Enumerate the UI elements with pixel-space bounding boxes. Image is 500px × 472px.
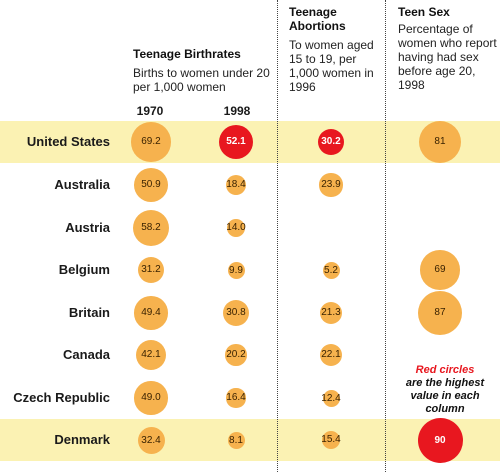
column-divider [385, 0, 386, 472]
max-value-bubble: 90 [417, 417, 463, 463]
value-bubble: 21.3 [320, 302, 342, 324]
birthrates-title: Teenage Birthrates [133, 47, 241, 61]
value-bubble: 81 [418, 120, 462, 164]
row-highlight [0, 419, 500, 461]
value-bubble: 49.4 [134, 296, 168, 330]
value-bubble: 8.1 [227, 431, 245, 449]
value-bubble: 69.2 [131, 122, 171, 162]
value-bubble: 31.2 [137, 256, 165, 284]
legend-note-red: Red circles [415, 364, 475, 376]
abortions-subtitle: To women aged 15 to 19, per 1,000 women … [289, 38, 374, 94]
value-bubble: 12.4 [321, 389, 341, 407]
value-bubble: 87 [417, 290, 463, 336]
value-bubble: 16.4 [226, 388, 246, 408]
country-label: Canada [63, 347, 110, 362]
country-label: Australia [54, 177, 110, 192]
value-bubble: 20.2 [225, 344, 247, 366]
value-bubble: 50.9 [134, 168, 168, 202]
max-value-bubble: 30.2 [317, 128, 345, 156]
country-label: Britain [68, 305, 110, 320]
abortions-title: Teenage Abortions [289, 5, 346, 33]
value-bubble: 30.8 [222, 299, 250, 327]
year-1998-label: 1998 [223, 104, 251, 118]
birthrates-subtitle: Births to women under 20 per 1,000 women [133, 66, 270, 94]
column-divider [277, 0, 278, 472]
value-bubble: 58.2 [132, 209, 170, 247]
country-label: Austria [65, 220, 110, 235]
legend-note-text: are the highest value in each column [405, 377, 485, 415]
year-1970-label: 1970 [136, 104, 164, 118]
teensex-subtitle: Percentage of women who report having ha… [398, 22, 497, 92]
value-bubble: 15.4 [321, 430, 341, 450]
value-bubble: 14.0 [226, 219, 246, 237]
value-bubble: 22.1 [319, 343, 343, 367]
value-bubble: 9.9 [227, 261, 245, 279]
value-bubble: 5.2 [322, 261, 340, 279]
value-bubble: 42.1 [135, 339, 167, 371]
value-bubble: 18.4 [225, 174, 247, 196]
legend-note: Red circles are the highest value in eac… [395, 364, 495, 416]
country-label: Czech Republic [13, 390, 110, 405]
country-label: Belgium [58, 262, 110, 277]
value-bubble: 23.9 [319, 173, 343, 197]
value-bubble: 49.0 [134, 381, 168, 415]
max-value-bubble: 52.1 [218, 124, 254, 160]
country-label: Denmark [54, 432, 110, 447]
value-bubble: 69 [420, 250, 460, 290]
teensex-title: Teen Sex [398, 5, 450, 19]
country-label: United States [26, 134, 110, 149]
value-bubble: 32.4 [137, 426, 165, 454]
